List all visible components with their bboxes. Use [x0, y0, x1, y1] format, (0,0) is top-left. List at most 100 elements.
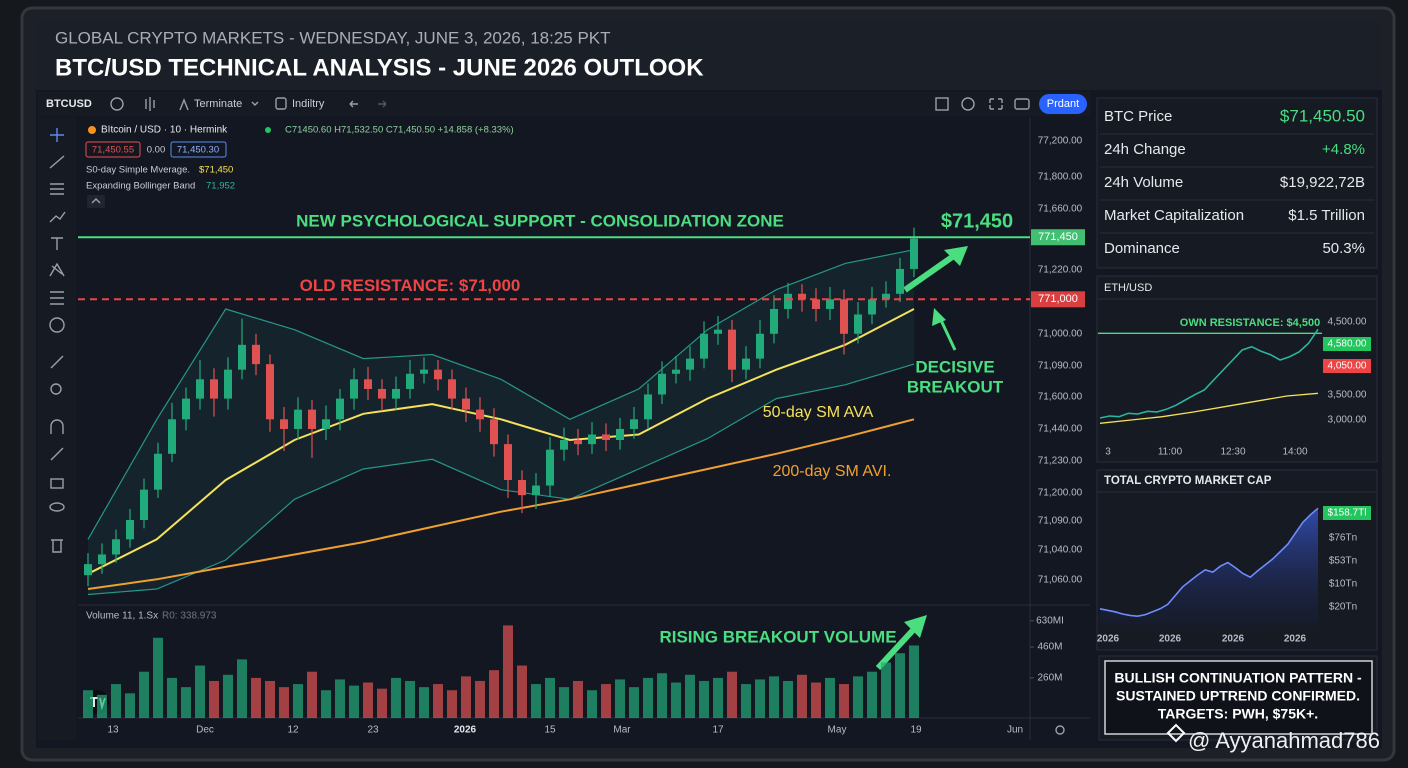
candle-body	[126, 520, 134, 540]
trendline-tool[interactable]	[49, 155, 65, 169]
snapshot-icon[interactable]	[1014, 98, 1030, 110]
candle-body	[336, 398, 344, 420]
x-axis-label: Mar	[613, 725, 631, 736]
stats-panel	[1096, 97, 1378, 269]
candle-body	[98, 554, 106, 565]
volume-bar	[713, 677, 723, 718]
watermark-icon	[1166, 723, 1186, 743]
x-axis-label: May	[828, 725, 847, 736]
header-title: BTC/USD TECHNICAL ANALYSIS - JUNE 2026 O…	[55, 54, 704, 81]
redo-icon[interactable]	[378, 100, 387, 108]
volume-bar	[629, 687, 639, 718]
volume-arrow-head	[904, 615, 927, 638]
fib-tool[interactable]	[50, 183, 64, 195]
indicator-icon	[179, 98, 189, 111]
candle-body	[210, 379, 218, 399]
candle-body	[224, 369, 232, 399]
volume-bar	[97, 694, 107, 718]
price-tag-label: $158.7Tl	[1328, 508, 1367, 519]
resistance-label: OLD RESISTANCE: $71,000	[300, 276, 521, 295]
x-axis-label: 3	[1105, 447, 1111, 458]
x-axis-label: 14:00	[1282, 447, 1307, 458]
candle-body	[154, 453, 162, 490]
volume-bar	[559, 687, 569, 718]
undo-icon[interactable]	[349, 100, 358, 108]
resistance-tag	[1031, 291, 1085, 308]
y-axis-label: 71,060.00	[1038, 575, 1083, 586]
x-axis-label: Jun	[1007, 725, 1023, 736]
volume-bar	[405, 680, 415, 718]
magnet-tool[interactable]	[50, 419, 64, 434]
add-symbol-icon[interactable]	[110, 97, 124, 111]
drawing-toolbar	[38, 118, 76, 740]
buy-price[interactable]: 71,450.30	[177, 145, 219, 156]
candle-body	[798, 293, 806, 300]
candle-body	[728, 329, 736, 370]
volume-bar	[643, 677, 653, 718]
volume-bar	[265, 680, 275, 718]
candle-body	[658, 373, 666, 395]
volume-bar	[615, 679, 625, 718]
sell-box[interactable]	[85, 141, 141, 158]
volume-bar	[853, 676, 863, 718]
sell-price[interactable]: 71,450.55	[92, 145, 134, 156]
candle-body	[756, 333, 764, 359]
layout-icon[interactable]	[935, 97, 949, 111]
dropdown-icon[interactable]	[251, 101, 259, 106]
toolbar-tool[interactable]: Terminate	[194, 98, 242, 110]
pattern-tool[interactable]	[49, 211, 66, 223]
publish-button[interactable]	[1039, 94, 1087, 114]
candle-body	[238, 344, 246, 370]
lock-tool[interactable]	[50, 478, 64, 489]
collapse-button[interactable]	[87, 195, 105, 208]
y-axis-label: 71,090.00	[1038, 361, 1083, 372]
delete-tool[interactable]	[51, 539, 63, 553]
volume-bar	[881, 662, 891, 718]
candle-body	[490, 419, 498, 445]
volume-bar	[839, 684, 849, 718]
candle-body	[910, 238, 918, 269]
settings-icon[interactable]	[961, 97, 975, 111]
toolbar	[38, 92, 1090, 116]
volume-bar	[251, 677, 261, 718]
volume-bar	[699, 680, 709, 718]
volume-bar	[363, 682, 373, 718]
text-tool[interactable]	[51, 237, 63, 250]
status-dot	[265, 127, 271, 133]
icon-tool[interactable]	[49, 317, 65, 333]
candle-body	[896, 268, 904, 294]
publish-button-label[interactable]: Prdant	[1047, 98, 1079, 110]
bollinger-lower	[87, 363, 915, 596]
candle-body	[420, 369, 428, 374]
measure-tool[interactable]	[50, 355, 64, 369]
stat-value: $1.5 Trillion	[1288, 207, 1365, 224]
volume-bar	[503, 625, 513, 718]
y-axis-label: 71,200.00	[1038, 488, 1083, 499]
visibility-tool[interactable]	[49, 502, 65, 512]
candle-body	[588, 434, 596, 445]
lock-draw-tool[interactable]	[50, 447, 64, 461]
stat-value: $71,450.50	[1280, 106, 1365, 125]
symbol-button[interactable]: BTCUSD	[46, 98, 92, 110]
zoom-tool[interactable]	[50, 383, 62, 395]
buy-box[interactable]	[170, 141, 227, 158]
collapse-icon[interactable]	[91, 198, 101, 204]
volume-bar	[671, 682, 681, 718]
y-axis-label: 71,000.00	[1038, 329, 1083, 340]
volume-reading: R0: 338.973	[162, 611, 217, 622]
price-tag-label: 4,580.00	[1328, 339, 1367, 350]
axis-settings-icon[interactable]	[1055, 725, 1065, 735]
toolbar-tool[interactable]: Indiltry	[292, 98, 325, 110]
shape-tool[interactable]	[49, 262, 65, 277]
y-axis-label: $10Tn	[1329, 579, 1357, 590]
interval-icon[interactable]	[145, 97, 155, 111]
candle-body	[406, 373, 414, 389]
candle-body	[308, 409, 316, 429]
support-tag	[1031, 229, 1085, 246]
crosshair-tool[interactable]	[50, 128, 64, 142]
fullscreen-icon[interactable]	[989, 98, 1003, 110]
prediction-tool[interactable]	[50, 291, 64, 305]
y-axis-label: 71,600.00	[1038, 392, 1083, 403]
candle-body	[462, 398, 470, 410]
